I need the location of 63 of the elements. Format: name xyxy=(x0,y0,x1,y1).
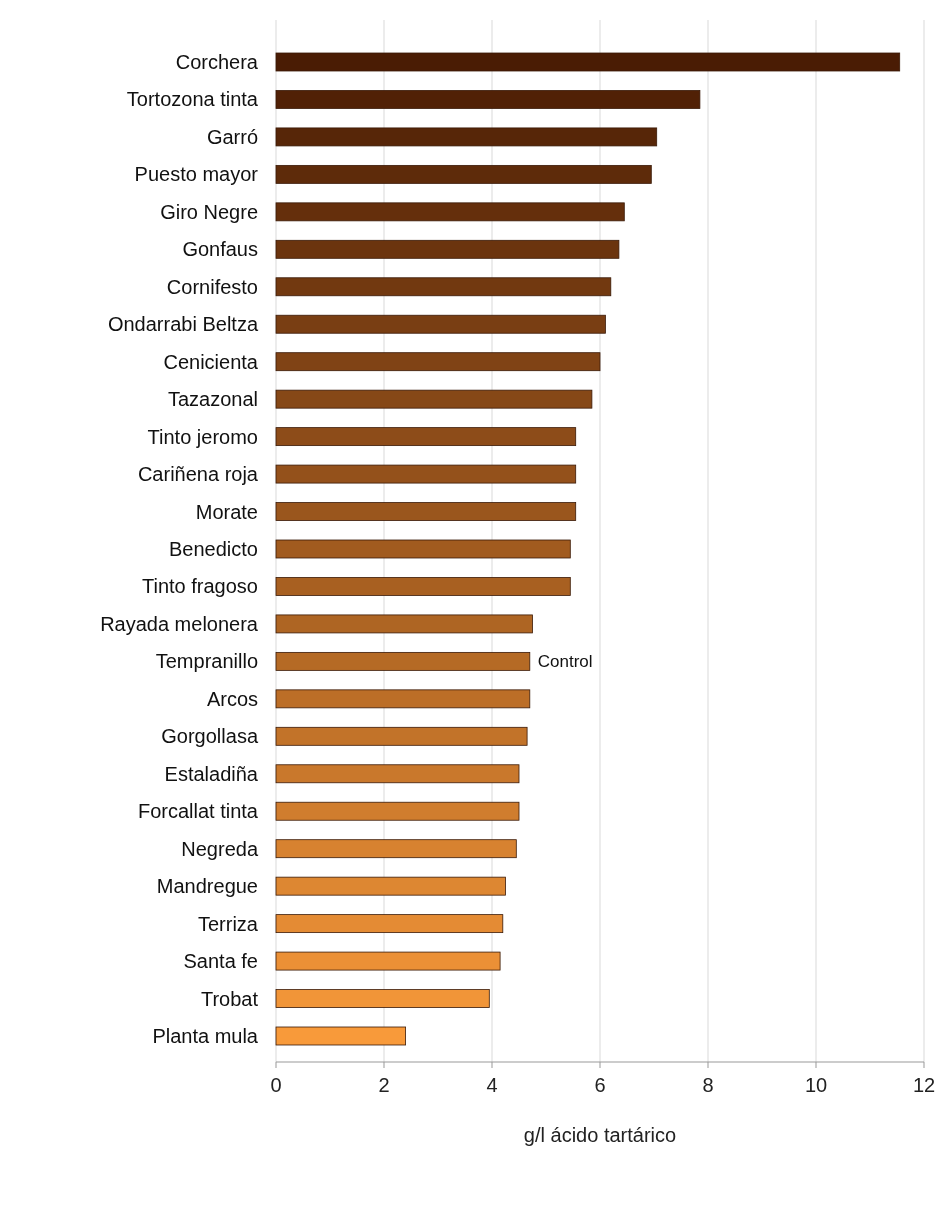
y-tick-label: Forcallat tinta xyxy=(137,800,259,823)
bar xyxy=(275,202,625,222)
y-tick-label: Arcos xyxy=(206,687,258,710)
y-tick-label: Corchera xyxy=(175,51,259,73)
y-tick-label: Morate xyxy=(195,500,258,523)
bar xyxy=(275,989,490,1008)
bar xyxy=(275,127,658,147)
bar xyxy=(275,277,612,297)
bar xyxy=(275,427,577,447)
y-tick-label: Terriza xyxy=(197,912,259,935)
y-tick-label: Mandregue xyxy=(156,875,258,898)
y-tick-label: Garró xyxy=(206,125,258,148)
bar xyxy=(275,164,652,184)
bar xyxy=(275,764,520,784)
y-tick-label: Tinto jeromo xyxy=(147,425,258,448)
y-tick-label: Gonfaus xyxy=(182,238,258,261)
bar xyxy=(275,577,571,596)
bar xyxy=(275,726,528,746)
y-tick-label: Cornifesto xyxy=(166,275,258,298)
y-tick-label: Ondarrabi Beltza xyxy=(107,313,259,336)
bar xyxy=(275,614,533,634)
bar xyxy=(275,1026,406,1046)
bar xyxy=(275,914,504,934)
bar xyxy=(275,314,606,334)
y-tick-label: Gorgollasa xyxy=(161,725,259,748)
y-tick-label: Tazazonal xyxy=(167,388,258,411)
bar xyxy=(275,951,501,971)
bar xyxy=(275,539,571,559)
y-tick-label: Negreda xyxy=(181,837,259,860)
bar xyxy=(275,651,531,671)
bar xyxy=(275,239,620,259)
bar xyxy=(275,52,901,72)
bar xyxy=(275,464,577,484)
y-tick-label: Giro Negre xyxy=(160,200,258,223)
x-axis-title: g/l ácido tartárico xyxy=(523,1124,677,1146)
y-tick-label: Santa fe xyxy=(183,950,258,973)
bar xyxy=(275,502,577,521)
y-tick-label: Tortozona tinta xyxy=(126,88,259,111)
y-tick-label: Tinto fragoso xyxy=(142,575,258,598)
x-tick-label: 10 xyxy=(804,1074,828,1096)
x-tick-label: 12 xyxy=(912,1074,936,1096)
y-tick-label: Trobat xyxy=(200,987,259,1010)
x-tick-label: 0 xyxy=(270,1074,282,1096)
bar xyxy=(275,839,517,859)
y-tick-label: Cenicienta xyxy=(163,350,259,373)
bar xyxy=(275,689,531,709)
y-tick-label: Puesto mayor xyxy=(134,163,259,186)
annotation: Control xyxy=(537,652,593,672)
bar xyxy=(275,801,520,821)
y-tick-label: Planta mula xyxy=(152,1025,259,1047)
x-tick-label: 2 xyxy=(378,1074,390,1096)
bar xyxy=(275,352,601,372)
bar xyxy=(275,389,593,409)
x-tick-label: 8 xyxy=(702,1074,714,1096)
x-tick-label: 6 xyxy=(594,1074,606,1096)
y-tick-label: Tempranillo xyxy=(155,650,258,673)
y-tick-label: Rayada melonera xyxy=(100,612,259,635)
y-tick-label: Benedicto xyxy=(169,538,258,560)
bar xyxy=(275,876,506,896)
x-tick-label: 4 xyxy=(486,1074,498,1096)
y-tick-label: Estaladiña xyxy=(164,762,259,785)
bar xyxy=(275,90,701,109)
y-tick-label: Cariñena roja xyxy=(137,463,259,486)
